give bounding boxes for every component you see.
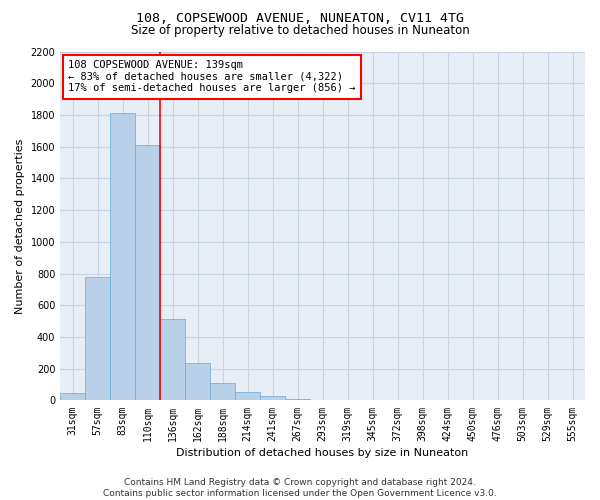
Text: 108, COPSEWOOD AVENUE, NUNEATON, CV11 4TG: 108, COPSEWOOD AVENUE, NUNEATON, CV11 4T… [136, 12, 464, 26]
Bar [60, 392, 85, 400]
Y-axis label: Number of detached properties: Number of detached properties [15, 138, 25, 314]
Bar [285, 398, 310, 400]
Bar [235, 392, 260, 400]
Bar [110, 114, 135, 401]
Text: Contains HM Land Registry data © Crown copyright and database right 2024.
Contai: Contains HM Land Registry data © Crown c… [103, 478, 497, 498]
Text: 108 COPSEWOOD AVENUE: 139sqm
← 83% of detached houses are smaller (4,322)
17% of: 108 COPSEWOOD AVENUE: 139sqm ← 83% of de… [68, 60, 356, 94]
Bar [260, 396, 285, 400]
Bar [160, 319, 185, 400]
Bar [85, 276, 110, 400]
Text: Size of property relative to detached houses in Nuneaton: Size of property relative to detached ho… [131, 24, 469, 37]
Bar [135, 145, 160, 401]
X-axis label: Distribution of detached houses by size in Nuneaton: Distribution of detached houses by size … [176, 448, 469, 458]
Bar [185, 363, 210, 401]
Bar [210, 383, 235, 400]
